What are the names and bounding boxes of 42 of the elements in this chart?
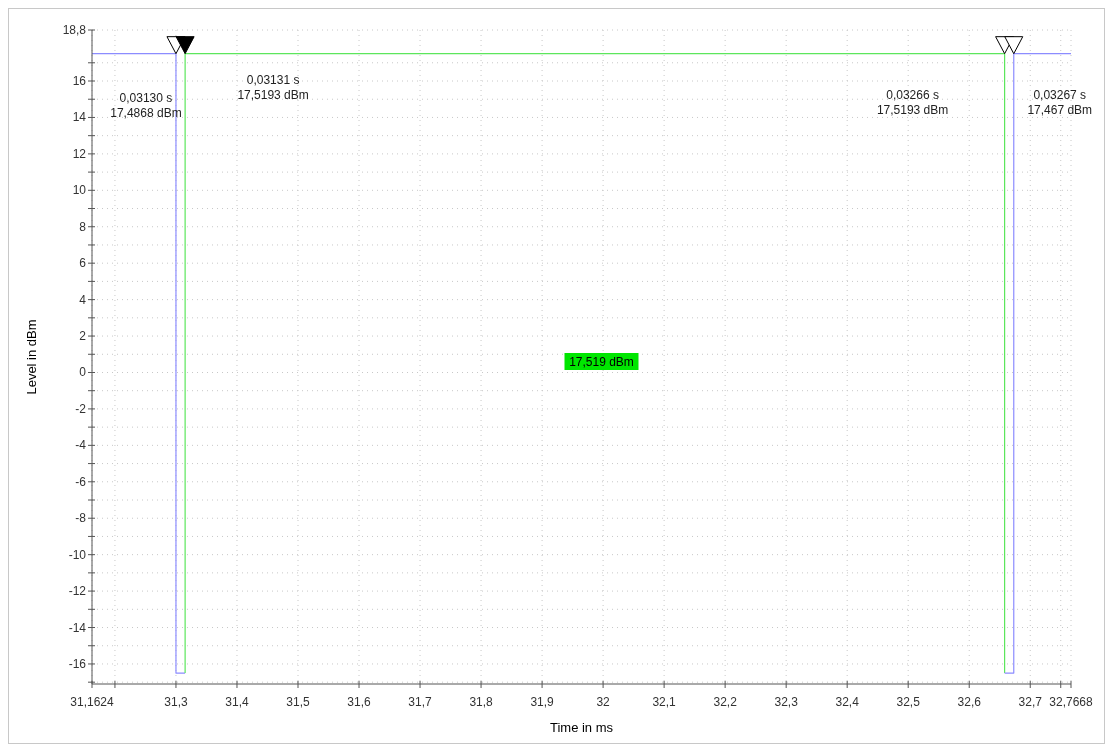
annotation: 0,03267 s 17,467 dBm: [1027, 87, 1093, 117]
y-tick-label: 6: [79, 256, 87, 271]
x-tick-label: 31,7: [408, 695, 433, 709]
x-tick-label: 32,4: [835, 695, 860, 709]
y-tick-label: 4: [79, 292, 87, 307]
x-tick-label: 32,2: [713, 695, 738, 709]
y-tick-label: 16: [72, 74, 87, 89]
x-tick-label: 32,7668: [1049, 695, 1094, 709]
y-tick-label: -10: [68, 547, 87, 562]
annotation: 0,03131 s 17,5193 dBm: [237, 72, 309, 102]
y-tick-label: 10: [72, 183, 87, 198]
y-tick-label: 18,8: [62, 23, 87, 37]
x-tick-label: 31,9: [530, 695, 555, 709]
annotation: 0,03266 s 17,5193 dBm: [876, 87, 949, 117]
y-tick-label: 2: [79, 329, 87, 344]
y-tick-label: -2: [75, 401, 87, 416]
y-tick-label: -14: [68, 620, 87, 635]
x-tick-label: 31,8: [469, 695, 494, 709]
y-tick-label: 12: [72, 146, 87, 161]
x-tick-label: 32,6: [957, 695, 982, 709]
y-tick-label: 14: [72, 110, 87, 125]
x-tick-label: 31,6: [347, 695, 372, 709]
x-tick-label: 32: [596, 695, 611, 709]
x-tick-label: 31,3: [164, 695, 188, 709]
x-tick-label: 31,1624: [70, 695, 115, 709]
y-tick-label: -16: [68, 656, 87, 671]
x-tick-label: 31,5: [286, 695, 310, 709]
annotation: 0,03130 s 17,4868 dBm: [110, 90, 182, 120]
x-tick-label: 31,4: [225, 695, 249, 709]
x-tick-label: 32,5: [896, 695, 921, 709]
annotation: 17,519 dBm: [569, 355, 634, 369]
x-tick-label: 32,3: [774, 695, 799, 709]
y-tick-label: -12: [68, 584, 87, 599]
y-tick-label: 8: [79, 219, 87, 234]
x-tick-label: 32,7: [1018, 695, 1043, 709]
x-tick-label: 32,1: [652, 695, 677, 709]
y-tick-label: -8: [75, 511, 87, 526]
y-tick-label: -4: [75, 438, 87, 453]
y-axis-title: Level in dBm: [24, 319, 39, 395]
y-tick-label: -6: [75, 474, 87, 489]
y-tick-label: 0: [79, 365, 87, 380]
x-axis-title: Time in ms: [549, 720, 614, 735]
